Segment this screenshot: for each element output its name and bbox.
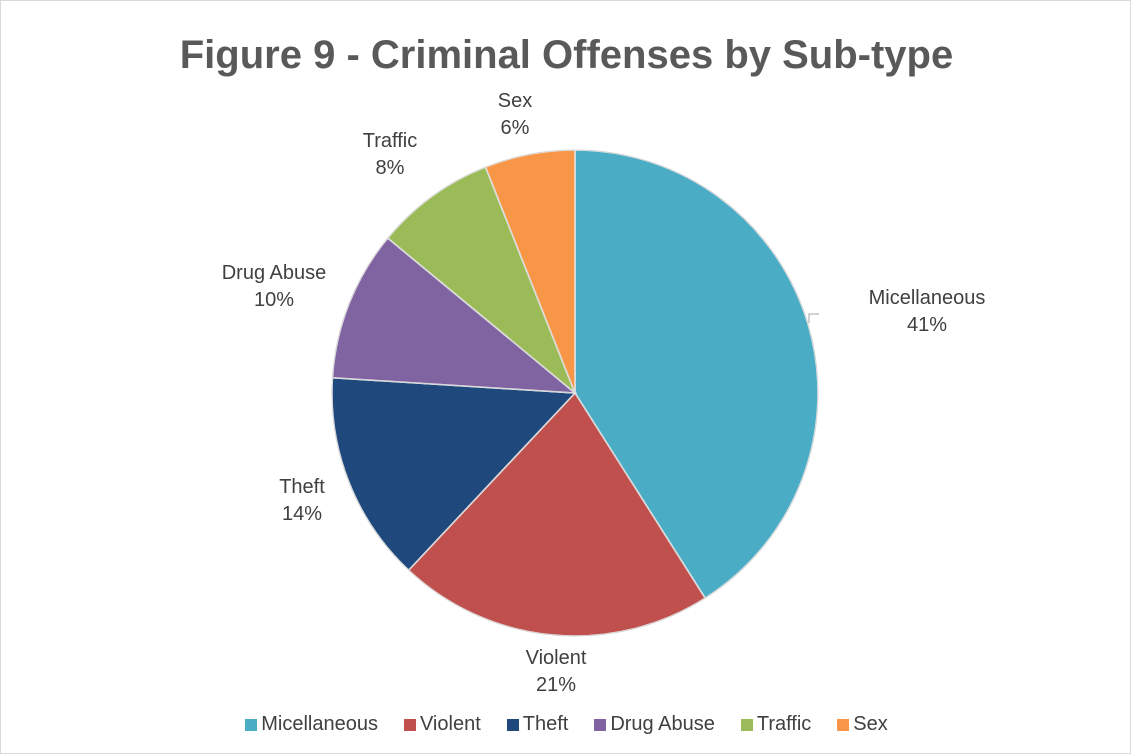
data-label-percent: 21% <box>536 674 576 696</box>
pie-slice-edge <box>331 237 577 394</box>
pie-slice-theft <box>331 376 577 572</box>
legend-item: Drug Abuse <box>594 713 715 736</box>
pie-slice-drug-abuse <box>331 237 578 394</box>
data-label-percent: 6% <box>501 117 530 139</box>
pie-slice-edge <box>331 377 577 571</box>
legend-label: Violent <box>419 713 481 735</box>
chart-title: Figure 9 - Criminal Offenses by Sub-type <box>179 33 954 77</box>
legend-item: Sex <box>837 713 888 736</box>
legend-item: Traffic <box>740 713 812 736</box>
data-label-percent: 41% <box>907 314 947 336</box>
data-label-category: Theft <box>279 476 325 498</box>
pie-slice-traffic <box>386 166 576 394</box>
pie-slice-edge <box>407 392 706 637</box>
legend-swatch <box>837 718 850 731</box>
legend-label: Sex <box>853 713 888 735</box>
pie-slice-sex <box>484 149 576 394</box>
legend-item: Theft <box>506 713 569 736</box>
pie-slice-micellaneous <box>574 149 819 600</box>
data-label-category: Violent <box>526 647 587 669</box>
data-label-category: Traffic <box>363 130 417 152</box>
legend-label: Drug Abuse <box>610 713 715 735</box>
legend-swatch <box>403 718 416 731</box>
data-label-category: Sex <box>498 90 532 112</box>
legend-item: Micellaneous <box>245 713 378 736</box>
legend-item: Violent <box>403 713 481 736</box>
pie-slice-edge <box>484 149 576 394</box>
data-label-percent: 8% <box>376 157 405 179</box>
legend-swatch <box>245 718 258 731</box>
pie-slice-edge <box>574 149 819 599</box>
label-leader-line <box>808 313 819 323</box>
pie-slice-violent <box>407 391 707 637</box>
legend-swatch <box>740 718 753 731</box>
data-label-percent: 10% <box>254 289 294 311</box>
chart-legend: Micellaneous Violent Theft Drug Abuse Traffi… <box>1 713 1132 736</box>
legend-label: Theft <box>522 713 569 735</box>
legend-label: Traffic <box>756 713 812 735</box>
data-label-percent: 14% <box>282 503 322 525</box>
pie-slice-edge <box>387 166 576 394</box>
data-label-category: Drug Abuse <box>222 262 327 284</box>
legend-label: Micellaneous <box>261 713 378 735</box>
legend-swatch <box>506 718 519 731</box>
data-label-category: Micellaneous <box>869 287 986 309</box>
legend-swatch <box>594 718 607 731</box>
